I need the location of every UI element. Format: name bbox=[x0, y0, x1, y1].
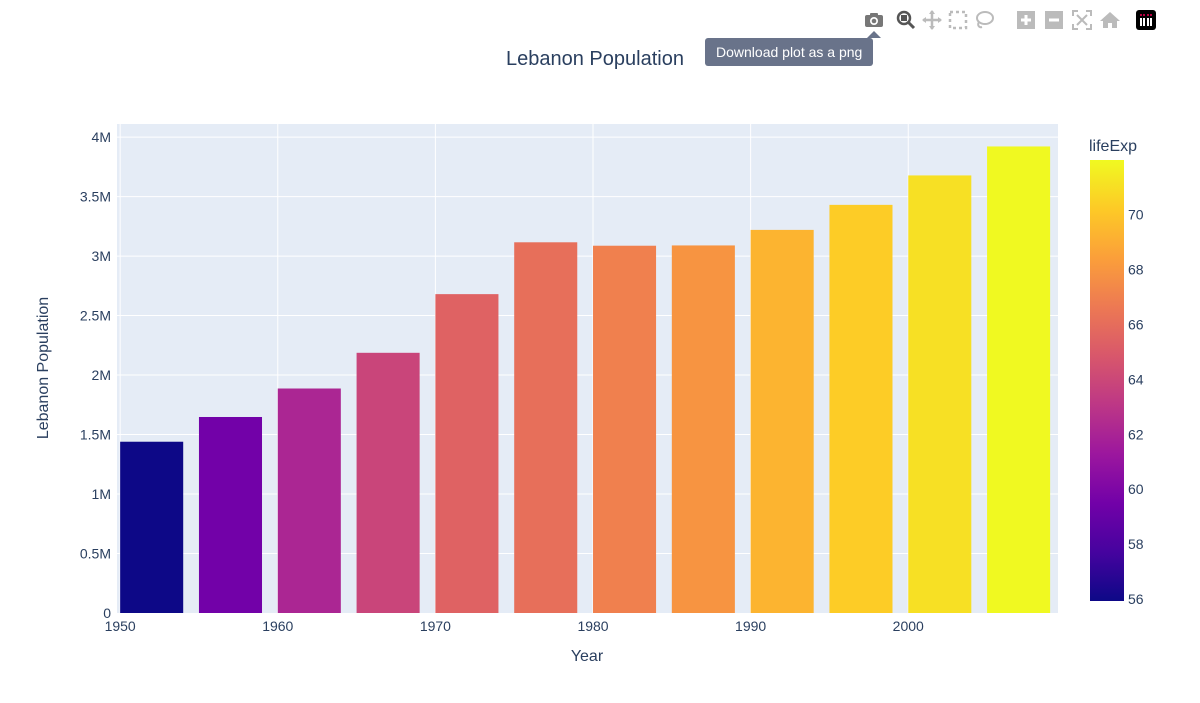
x-tick-label: 1950 bbox=[105, 618, 136, 634]
tooltip: Download plot as a png bbox=[705, 31, 882, 66]
bar-1997[interactable] bbox=[829, 204, 893, 613]
bar-1972[interactable] bbox=[435, 294, 499, 613]
y-tick-label: 1.5M bbox=[80, 427, 111, 443]
autoscale-icon[interactable] bbox=[1070, 10, 1094, 30]
colorbar-tick-label: 58 bbox=[1128, 536, 1144, 552]
y-tick-label: 2M bbox=[92, 367, 111, 383]
zoom-out-icon[interactable] bbox=[1042, 10, 1066, 30]
y-tick-label: 2.5M bbox=[80, 308, 111, 324]
x-tick-label: 1990 bbox=[735, 618, 766, 634]
x-axis-label: Year bbox=[571, 648, 604, 665]
x-tick-label: 1980 bbox=[577, 618, 608, 634]
y-tick-label: 1M bbox=[92, 486, 111, 502]
bar-1957[interactable] bbox=[198, 416, 263, 613]
colorbar-tick-label: 64 bbox=[1128, 371, 1144, 387]
bar-2002[interactable] bbox=[908, 175, 972, 613]
bar-1967[interactable] bbox=[356, 352, 420, 613]
pan-icon[interactable] bbox=[920, 10, 944, 30]
bar-1982[interactable] bbox=[593, 245, 657, 613]
bar-1952[interactable] bbox=[120, 441, 184, 613]
x-tick-label: 1960 bbox=[262, 618, 293, 634]
bar-1992[interactable] bbox=[750, 229, 814, 613]
colorbar-tick-label: 60 bbox=[1128, 481, 1144, 497]
y-tick-label: 3.5M bbox=[80, 189, 111, 205]
colorbar-tick-label: 68 bbox=[1128, 262, 1144, 278]
zoom-icon[interactable] bbox=[894, 10, 918, 30]
y-tick-label: 0 bbox=[103, 605, 111, 621]
x-tick-label: 2000 bbox=[893, 618, 924, 634]
lasso-select-icon[interactable] bbox=[972, 10, 996, 30]
bar-1962[interactable] bbox=[277, 388, 341, 613]
y-tick-label: 3M bbox=[92, 248, 111, 264]
x-tick-label: 1970 bbox=[420, 618, 451, 634]
colorbar-tick-label: 66 bbox=[1128, 317, 1144, 333]
bar-1977[interactable] bbox=[514, 242, 578, 613]
colorbar-tick-label: 56 bbox=[1128, 591, 1144, 607]
bar-1987[interactable] bbox=[671, 245, 735, 614]
bar-2007[interactable] bbox=[987, 146, 1051, 613]
y-tick-label: 0.5M bbox=[80, 546, 111, 562]
chart-title: Lebanon Population bbox=[506, 48, 684, 70]
plot-background bbox=[117, 124, 1058, 613]
colorbar-tick-label: 62 bbox=[1128, 426, 1144, 442]
colorbar-tick-label: 70 bbox=[1128, 207, 1144, 223]
y-tick-label: 4M bbox=[92, 129, 111, 145]
colorbar bbox=[1090, 160, 1124, 601]
zoom-in-icon[interactable] bbox=[1014, 10, 1038, 30]
reset-axes-icon[interactable] bbox=[1098, 10, 1122, 30]
y-axis-label: Lebanon Population bbox=[35, 297, 52, 439]
plotly-logo-icon[interactable] bbox=[1134, 10, 1158, 30]
modebar bbox=[862, 10, 1166, 30]
camera-icon[interactable] bbox=[862, 10, 886, 30]
colorbar-title: lifeExp bbox=[1089, 138, 1137, 155]
box-select-icon[interactable] bbox=[946, 10, 970, 30]
